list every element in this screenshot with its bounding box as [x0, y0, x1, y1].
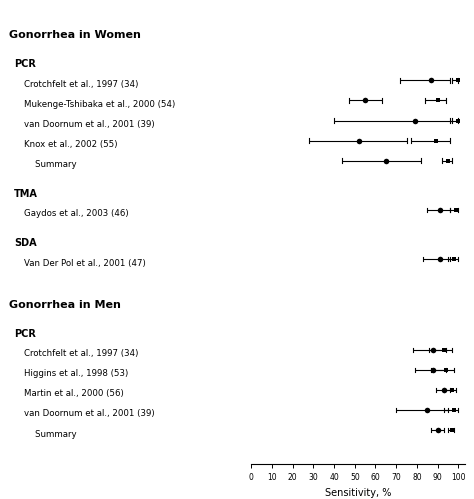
Text: PCR: PCR: [14, 59, 36, 69]
Text: Mukenge-Tshibaka et al., 2000 (54): Mukenge-Tshibaka et al., 2000 (54): [24, 100, 175, 109]
Text: Summary: Summary: [24, 430, 76, 439]
Text: TMA: TMA: [14, 189, 38, 199]
Text: Higgins et al., 1998 (53): Higgins et al., 1998 (53): [24, 369, 128, 378]
Text: SDA: SDA: [14, 238, 37, 248]
Text: Crotchfelt et al., 1997 (34): Crotchfelt et al., 1997 (34): [24, 349, 138, 358]
Text: PCR: PCR: [14, 329, 36, 339]
Text: Martin et al., 2000 (56): Martin et al., 2000 (56): [24, 390, 123, 399]
Text: Crotchfelt et al., 1997 (34): Crotchfelt et al., 1997 (34): [24, 80, 138, 89]
Text: Summary: Summary: [24, 160, 76, 169]
Text: Gonorrhea in Women: Gonorrhea in Women: [9, 30, 141, 40]
X-axis label: Sensitivity, %: Sensitivity, %: [325, 488, 391, 498]
Text: Gaydos et al., 2003 (46): Gaydos et al., 2003 (46): [24, 209, 128, 218]
Text: Knox et al., 2002 (55): Knox et al., 2002 (55): [24, 140, 117, 149]
Text: Gonorrhea in Men: Gonorrhea in Men: [9, 299, 121, 309]
Text: van Doornum et al., 2001 (39): van Doornum et al., 2001 (39): [24, 410, 155, 419]
Text: van Doornum et al., 2001 (39): van Doornum et al., 2001 (39): [24, 120, 155, 129]
Text: Van Der Pol et al., 2001 (47): Van Der Pol et al., 2001 (47): [24, 258, 146, 267]
